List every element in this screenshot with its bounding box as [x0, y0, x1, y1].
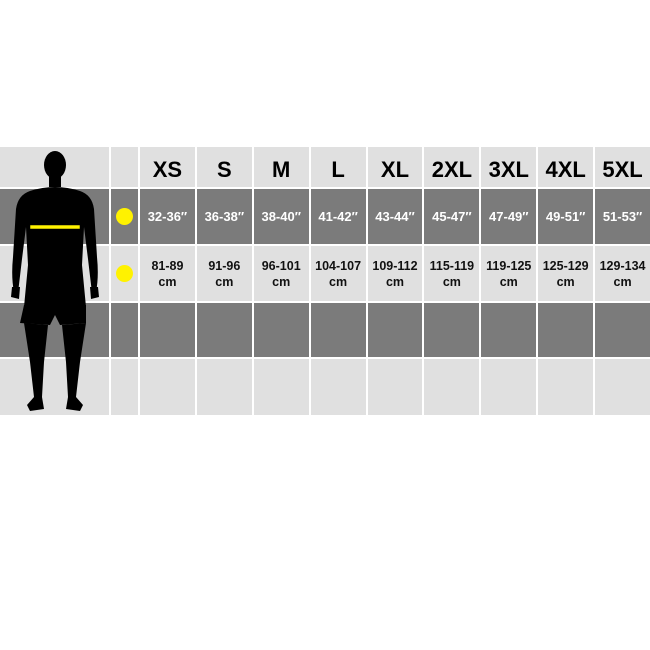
chest-inches-cell: 47-49″ — [481, 189, 537, 244]
empty-cell — [310, 303, 366, 357]
chest-inches-cell: 36-38″ — [196, 189, 252, 244]
chest-cm-cell: 119-125 cm — [481, 246, 537, 301]
yellow-dot-icon — [116, 208, 133, 225]
size-header: L — [310, 147, 366, 187]
chest-inches-cell: 43-44″ — [367, 189, 423, 244]
empty-cell — [140, 303, 195, 357]
empty-cell — [140, 359, 195, 415]
cm-unit: cm — [272, 274, 291, 289]
cm-range: 96-101 — [261, 258, 301, 273]
marker-cell — [111, 189, 138, 244]
size-header: 5XL — [595, 147, 650, 187]
empty-cell — [310, 359, 366, 415]
size-header: M — [253, 147, 309, 187]
empty-cell — [424, 303, 480, 357]
cm-range: 119-125 — [486, 258, 532, 273]
size-header: 3XL — [481, 147, 537, 187]
empty-cell — [595, 303, 650, 357]
chest-inches-cell: 49-51″ — [538, 189, 594, 244]
cm-range: 81-89 — [151, 258, 184, 273]
chest-cm-cell: 91-96 cm — [196, 246, 252, 301]
figure-cell — [0, 246, 109, 301]
size-header: XL — [367, 147, 423, 187]
chest-cm-cell: 109-112 cm — [367, 246, 423, 301]
chest-cm-cell: 125-129 cm — [538, 246, 594, 301]
empty-cell — [367, 359, 423, 415]
empty-cell — [538, 303, 594, 357]
marker-cell — [111, 303, 138, 357]
chest-inches-cell: 41-42″ — [310, 189, 366, 244]
chest-inches-cell: 51-53″ — [595, 189, 650, 244]
cm-range: 104-107 — [315, 258, 362, 273]
empty-cell — [595, 359, 650, 415]
empty-cell — [196, 359, 252, 415]
yellow-dot-icon — [116, 265, 133, 282]
chest-cm-cell: 104-107 cm — [310, 246, 366, 301]
chest-inches-cell: 32-36″ — [140, 189, 195, 244]
cm-unit: cm — [329, 274, 348, 289]
cm-range: 109-112 — [372, 258, 418, 273]
cm-range: 125-129 — [542, 258, 589, 273]
size-chart-table: XS S M L XL 2XL 3XL 4XL 5XL 32-36″ 36-38″ 38-40″ 41-… — [0, 147, 650, 415]
figure-cell — [0, 303, 109, 357]
chest-inches-cell: 45-47″ — [424, 189, 480, 244]
empty-cell — [424, 359, 480, 415]
chest-cm-cell: 96-101 cm — [253, 246, 309, 301]
chest-cm-cell: 81-89 cm — [140, 246, 195, 301]
cm-unit: cm — [556, 274, 575, 289]
size-header: XS — [140, 147, 195, 187]
chest-cm-cell: 115-119 cm — [424, 246, 480, 301]
cm-unit: cm — [158, 274, 177, 289]
marker-cell — [111, 147, 138, 187]
empty-cell — [481, 359, 537, 415]
chest-inches-cell: 38-40″ — [253, 189, 309, 244]
figure-cell — [0, 359, 109, 415]
empty-cell — [253, 359, 309, 415]
marker-cell — [111, 246, 138, 301]
size-header: 2XL — [424, 147, 480, 187]
cm-unit: cm — [442, 274, 461, 289]
size-header: 4XL — [538, 147, 594, 187]
size-header: S — [196, 147, 252, 187]
empty-cell — [538, 359, 594, 415]
figure-cell — [0, 189, 109, 244]
cm-unit: cm — [499, 274, 518, 289]
empty-cell — [196, 303, 252, 357]
cm-range: 91-96 — [208, 258, 241, 273]
cm-range: 129-134 — [599, 258, 646, 273]
empty-cell — [367, 303, 423, 357]
cm-unit: cm — [613, 274, 632, 289]
marker-cell — [111, 359, 138, 415]
figure-cell — [0, 147, 109, 187]
empty-cell — [253, 303, 309, 357]
chest-cm-cell: 129-134 cm — [595, 246, 650, 301]
cm-unit: cm — [385, 274, 405, 289]
empty-cell — [481, 303, 537, 357]
cm-range: 115-119 — [429, 258, 475, 273]
cm-unit: cm — [215, 274, 234, 289]
